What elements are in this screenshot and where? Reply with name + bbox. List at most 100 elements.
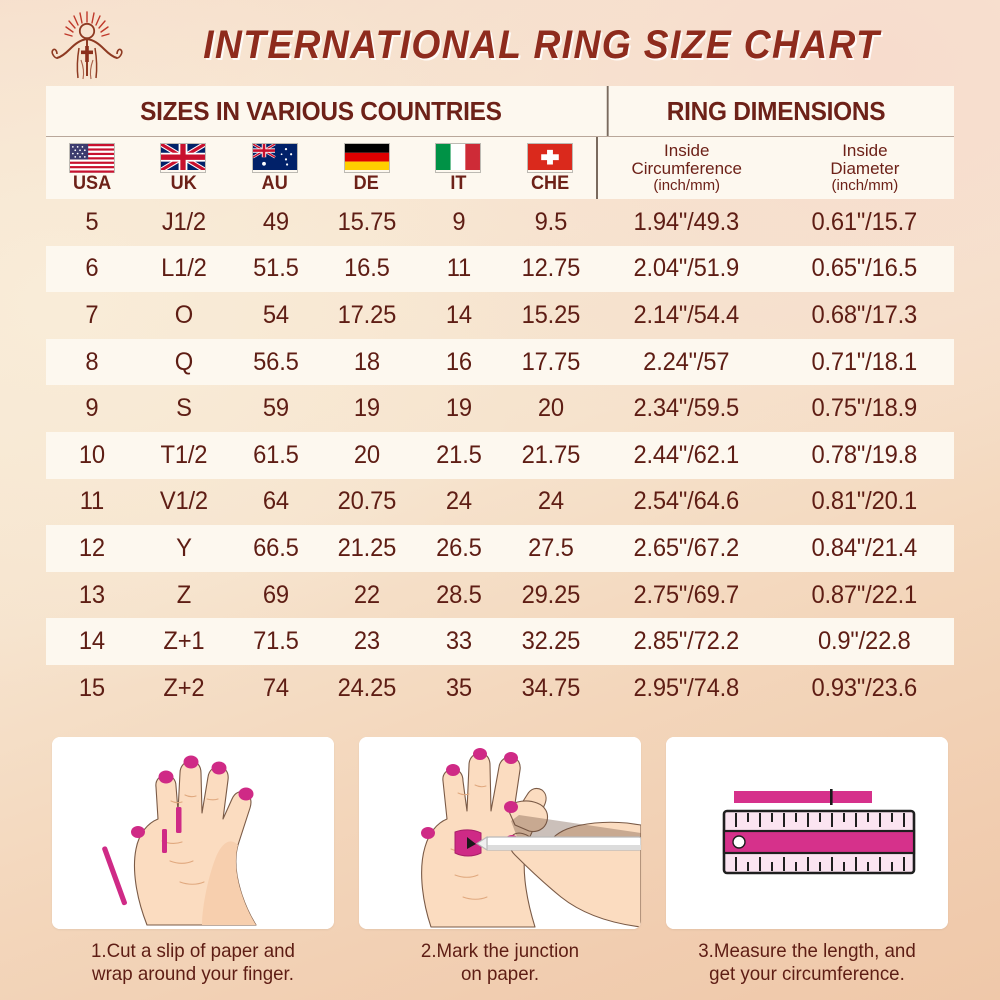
instruction-3-line2: get your circumference.	[709, 963, 905, 985]
cell-diameter: 0.87"/22.1	[811, 580, 918, 609]
column-header-circumference: Inside Circumference (inch/mm)	[595, 137, 776, 199]
circumference-line2: Circumference	[631, 159, 742, 179]
ring-size-table: SIZES IN VARIOUS COUNTRIES RING DIMENSIO…	[46, 86, 954, 712]
cell-usa: 11	[79, 487, 105, 516]
instruction-panel-3: 3.Measure the length, and get your circu…	[666, 737, 948, 986]
instruction-panels: 1.Cut a slip of paper and wrap around yo…	[52, 737, 948, 986]
page-title: INTERNATIONAL RING SIZE CHART	[203, 22, 881, 67]
cell-uk: J1/2	[161, 207, 206, 236]
instruction-3-line1: 3.Measure the length, and	[698, 940, 916, 962]
instruction-1-line1: 1.Cut a slip of paper and	[91, 940, 295, 962]
table-row: 14 Z+1 71.5 23 33 32.25 2.85"/72.2 0.9"/22.8	[46, 618, 954, 665]
cell-che: 17.75	[521, 347, 581, 376]
flag-it-icon	[435, 143, 482, 173]
instruction-panel-2: 2.Mark the junction on paper.	[359, 737, 641, 986]
cell-de: 15.75	[338, 207, 397, 236]
cell-usa: 15	[78, 673, 105, 702]
table-row: 10 T1/2 61.5 20 21.5 21.75 2.44"/62.1 0.78"/19.…	[46, 431, 954, 479]
page-header: INTERNATIONAL RING SIZE CHART	[0, 8, 1000, 82]
cell-au: 69	[262, 580, 289, 609]
diameter-line1: Inside	[842, 141, 888, 161]
cell-che: 29.25	[521, 580, 581, 609]
table-row: 8 Q 56.5 18 16 17.75 2.24"/57 0.71"/18.1	[46, 338, 954, 386]
instruction-2-line2: on paper.	[460, 963, 540, 985]
cell-diameter: 0.93"/23.6	[811, 673, 918, 702]
cell-it: 14	[446, 300, 473, 329]
column-label-usa: USA	[72, 173, 111, 194]
cell-che: 12.75	[521, 254, 581, 283]
column-label-au: AU	[261, 173, 289, 194]
column-header-uk: UK	[138, 137, 230, 199]
cell-circumference: 2.44"/62.1	[633, 440, 739, 469]
cell-circumference: 2.65"/67.2	[633, 533, 739, 562]
cell-it: 21.5	[436, 440, 482, 469]
cell-che: 9.5	[534, 207, 568, 236]
cell-de: 20.75	[338, 487, 397, 516]
cell-usa: 10	[78, 440, 105, 469]
cell-usa: 8	[85, 347, 99, 376]
cell-usa: 14	[78, 627, 105, 656]
cell-it: 28.5	[436, 580, 482, 609]
cell-diameter: 0.81"/20.1	[811, 487, 918, 516]
cell-au: 61.5	[252, 440, 299, 469]
cell-circumference: 2.14"/54.4	[633, 300, 739, 329]
cell-diameter: 0.84"/21.4	[811, 533, 918, 562]
cell-diameter: 0.68"/17.3	[811, 300, 918, 329]
cell-de: 23	[354, 627, 381, 656]
cell-usa: 6	[85, 254, 99, 283]
column-label-it: IT	[450, 173, 467, 194]
flag-uk-icon	[160, 141, 207, 173]
section-header-countries: SIZES IN VARIOUS COUNTRIES	[140, 95, 502, 126]
cell-usa: 9	[85, 394, 99, 423]
instruction-caption-1: 1.Cut a slip of paper and wrap around yo…	[58, 940, 329, 986]
cell-diameter: 0.78"/19.8	[811, 440, 918, 469]
cell-it: 33	[446, 627, 473, 656]
instruction-1-line2: wrap around your finger.	[92, 963, 294, 985]
column-header-de: DE	[321, 137, 413, 199]
cell-uk: O	[174, 300, 193, 329]
section-header-dimensions: RING DIMENSIONS	[606, 86, 944, 136]
table-row: 9 S 59 19 19 20 2.34"/59.5 0.75"/18.9	[46, 385, 954, 432]
table-row: 7 O 54 17.25 14 15.25 2.14"/54.4 0.68"/17.3	[46, 292, 954, 339]
cell-uk: T1/2	[160, 440, 208, 469]
table-section-header-row: SIZES IN VARIOUS COUNTRIES RING DIMENSIO…	[46, 86, 954, 136]
table-column-header-row: USA UK	[46, 136, 954, 199]
cell-au: 71.5	[252, 627, 299, 656]
cell-au: 56.5	[252, 347, 299, 376]
hand-with-paper-strip-illustration	[52, 737, 334, 929]
cell-de: 22	[354, 580, 381, 609]
cell-circumference: 2.75"/69.7	[633, 580, 739, 609]
cell-usa: 13	[78, 580, 105, 609]
table-row: 6 L1/2 51.5 16.5 11 12.75 2.04"/51.9 0.65"/16.5	[46, 245, 954, 293]
cell-diameter: 0.9"/22.8	[818, 627, 911, 656]
column-header-au: AU	[229, 137, 321, 199]
cell-uk: Q	[174, 347, 193, 376]
cell-che: 15.25	[521, 300, 581, 329]
diameter-unit: (inch/mm)	[831, 177, 899, 195]
cell-au: 74	[262, 673, 289, 702]
cell-circumference: 2.54"/64.6	[633, 487, 739, 516]
cell-uk: Z+1	[163, 627, 205, 656]
cell-au: 66.5	[252, 533, 299, 562]
cell-de: 21.25	[338, 533, 397, 562]
cell-uk: Z+2	[163, 673, 205, 702]
cell-diameter: 0.71"/18.1	[811, 347, 918, 376]
flag-che-icon	[526, 143, 573, 173]
diameter-line2: Diameter	[830, 159, 900, 179]
cell-diameter: 0.75"/18.9	[811, 394, 918, 423]
christ-figure-icon	[44, 8, 130, 82]
table-row: 11 V1/2 64 20.75 24 24 2.54"/64.6 0.81"/20.1	[46, 479, 954, 526]
cell-au: 51.5	[252, 254, 299, 283]
cell-uk: Z	[176, 580, 192, 609]
cell-che: 27.5	[528, 533, 574, 562]
flag-au-icon	[252, 142, 299, 173]
cell-uk: V1/2	[159, 487, 208, 516]
hands-marking-paper-illustration	[359, 737, 641, 929]
cell-uk: Y	[175, 533, 192, 562]
column-header-usa: USA	[46, 137, 138, 199]
instruction-panel-1: 1.Cut a slip of paper and wrap around yo…	[52, 737, 334, 986]
cell-de: 16.5	[344, 254, 391, 283]
flag-usa-icon	[68, 143, 115, 173]
cell-diameter: 0.65"/16.5	[811, 254, 918, 283]
cell-circumference: 2.95"/74.8	[633, 673, 739, 702]
